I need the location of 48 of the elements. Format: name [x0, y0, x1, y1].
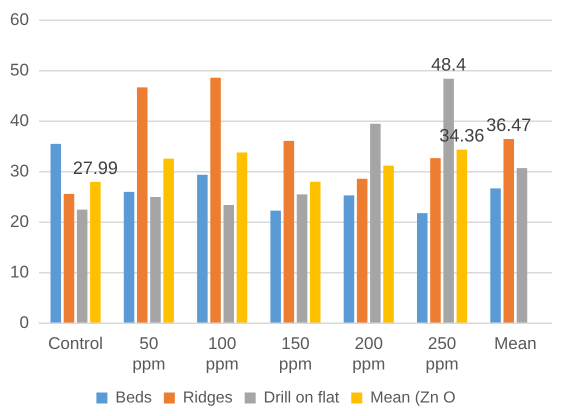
- x-tick-label: 150 ppm: [278, 334, 312, 374]
- y-tick-label: 0: [19, 312, 29, 332]
- y-tick-label: 40: [10, 110, 29, 130]
- data-label: 48.4: [431, 54, 466, 75]
- bar: [310, 182, 321, 322]
- legend-label: Beds: [115, 389, 152, 406]
- bar: [490, 188, 501, 322]
- data-label: 34.36: [439, 126, 484, 146]
- x-tick-label: 200 ppm: [352, 334, 386, 374]
- x-tick-label: 100 ppm: [206, 334, 239, 374]
- x-tick-label: Mean: [494, 334, 537, 354]
- bar: [136, 87, 148, 322]
- bar: [430, 158, 441, 322]
- bar: [456, 150, 468, 322]
- bar: [503, 139, 514, 322]
- y-tick-label: 10: [10, 262, 29, 282]
- bar: [76, 210, 88, 322]
- bar: [370, 124, 381, 322]
- data-label: 36.47: [486, 114, 532, 135]
- legend-label: Mean (Zn O: [370, 389, 456, 406]
- y-tick-label: 30: [10, 161, 29, 180]
- y-tick-label: 50: [10, 60, 29, 80]
- bar: [344, 195, 354, 322]
- bar: [416, 213, 428, 322]
- bar: [296, 194, 308, 322]
- bar: [223, 205, 234, 322]
- bar: [163, 158, 174, 322]
- bar: [516, 168, 528, 322]
- bar: [356, 178, 368, 322]
- data-label: 27.99: [72, 158, 118, 178]
- legend-label: Drill on flat: [264, 389, 340, 406]
- x-tick-label: Control: [48, 334, 103, 354]
- bar: [270, 210, 281, 322]
- bar: [50, 144, 62, 322]
- bar: [210, 78, 221, 322]
- bar: [150, 196, 161, 322]
- bar: [124, 192, 134, 322]
- bar: [236, 152, 248, 322]
- y-tick-label: 20: [10, 212, 29, 231]
- bar: [284, 140, 294, 322]
- legend-label: Ridges: [182, 389, 233, 406]
- bar: [64, 194, 74, 322]
- x-tick-label: 250 ppm: [426, 334, 459, 374]
- bar: [197, 174, 208, 322]
- x-tick-label: 50 ppm: [132, 334, 166, 374]
- bar: [90, 182, 101, 322]
- y-tick-label: 60: [10, 10, 29, 29]
- bar: [383, 166, 394, 322]
